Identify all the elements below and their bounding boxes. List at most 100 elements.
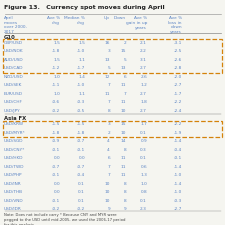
Text: -1.4: -1.4 <box>174 165 182 169</box>
Text: USD/THB: USD/THB <box>4 190 23 194</box>
Text: 5: 5 <box>123 58 126 62</box>
Text: 1.5: 1.5 <box>53 58 60 62</box>
Text: 3: 3 <box>107 122 110 126</box>
Text: 10: 10 <box>105 182 110 186</box>
Text: -0.4: -0.4 <box>77 173 85 177</box>
Text: 8: 8 <box>123 182 126 186</box>
Text: 8: 8 <box>123 148 126 152</box>
Text: -2.6: -2.6 <box>174 58 182 62</box>
Text: -1.9: -1.9 <box>174 131 182 135</box>
Text: 4: 4 <box>107 148 110 152</box>
Text: -1.2: -1.2 <box>52 66 60 70</box>
Text: 11: 11 <box>121 83 126 88</box>
Text: USD/INR: USD/INR <box>4 182 22 186</box>
Text: 1.8: 1.8 <box>140 100 147 104</box>
Text: USD/MYR*: USD/MYR* <box>4 131 26 135</box>
Text: G10: G10 <box>4 35 16 40</box>
Text: USD/KRW: USD/KRW <box>4 122 24 126</box>
Text: -0.1: -0.1 <box>77 148 85 152</box>
Text: 10: 10 <box>105 199 110 203</box>
Text: AUD/USD: AUD/USD <box>4 58 24 62</box>
Text: 2.1: 2.1 <box>140 41 147 45</box>
Text: Down: Down <box>114 16 126 20</box>
Text: -1.4: -1.4 <box>174 182 182 186</box>
Text: -0.1: -0.1 <box>52 173 60 177</box>
Text: -1.7: -1.7 <box>174 92 182 96</box>
Text: -0.3: -0.3 <box>77 100 85 104</box>
Text: 0.0: 0.0 <box>53 156 60 160</box>
Text: 0.6: 0.6 <box>140 165 147 169</box>
Text: Note: Does not include carry * Because CNY and MYR were
pegged to the USD until : Note: Does not include carry * Because C… <box>4 213 126 225</box>
Text: -1.8: -1.8 <box>52 131 60 135</box>
Text: USD/SGD: USD/SGD <box>4 139 23 143</box>
Text: -0.2: -0.2 <box>77 207 85 211</box>
Text: 13: 13 <box>104 58 110 62</box>
Text: 2.6: 2.6 <box>140 75 147 79</box>
Text: 10: 10 <box>105 190 110 194</box>
Text: USD/IDR: USD/IDR <box>4 207 22 211</box>
Text: GBP/USD: GBP/USD <box>4 41 23 45</box>
Text: USD/HKD: USD/HKD <box>4 156 23 160</box>
Text: -1.0: -1.0 <box>77 50 85 54</box>
Text: USD/TWD: USD/TWD <box>4 165 25 169</box>
Text: 7: 7 <box>107 165 110 169</box>
Text: -2.2: -2.2 <box>174 122 182 126</box>
Text: 7: 7 <box>107 173 110 177</box>
Text: 2: 2 <box>107 131 110 135</box>
Text: 11: 11 <box>121 156 126 160</box>
Text: 1.7: 1.7 <box>140 122 147 126</box>
Text: -0.5: -0.5 <box>77 109 85 113</box>
Text: 4: 4 <box>107 139 110 143</box>
Text: Median %
chg: Median % chg <box>64 16 85 25</box>
Text: Ave %
loss in
down
years: Ave % loss in down years <box>169 16 182 34</box>
Text: -0.1: -0.1 <box>174 156 182 160</box>
Text: -0.7: -0.7 <box>77 165 85 169</box>
Text: -0.7: -0.7 <box>52 165 60 169</box>
Text: 1.0: 1.0 <box>140 182 147 186</box>
Bar <box>3 121 222 137</box>
Text: -2.7: -2.7 <box>174 83 182 88</box>
Text: 0.1: 0.1 <box>78 199 85 203</box>
Text: USD/PHP: USD/PHP <box>4 173 22 177</box>
Text: 1.4: 1.4 <box>78 75 85 79</box>
Text: -1.1: -1.1 <box>52 83 60 88</box>
Text: -2.7: -2.7 <box>174 207 182 211</box>
Text: -0.2: -0.2 <box>52 109 60 113</box>
Text: 7: 7 <box>123 92 126 96</box>
Text: 11: 11 <box>104 92 110 96</box>
Text: Asia FX: Asia FX <box>4 116 26 121</box>
Text: 5: 5 <box>107 66 110 70</box>
Text: 9: 9 <box>107 207 110 211</box>
Text: 0.3: 0.3 <box>140 148 147 152</box>
Text: 7: 7 <box>107 100 110 104</box>
Text: Ave %
chg: Ave % chg <box>47 16 60 25</box>
Text: -2.0: -2.0 <box>174 75 182 79</box>
Text: -1.5: -1.5 <box>52 122 60 126</box>
Text: 8: 8 <box>123 190 126 194</box>
Text: -0.7: -0.7 <box>77 139 85 143</box>
Text: 0.1: 0.1 <box>78 182 85 186</box>
Text: 0.0: 0.0 <box>78 156 85 160</box>
Text: 1.1: 1.1 <box>78 92 85 96</box>
Text: -1.5: -1.5 <box>77 122 85 126</box>
Text: -3.1: -3.1 <box>174 41 182 45</box>
Text: 11: 11 <box>121 173 126 177</box>
Text: 10: 10 <box>121 109 126 113</box>
Text: 6: 6 <box>123 75 126 79</box>
Bar <box>3 39 222 73</box>
Text: -1.7: -1.7 <box>77 66 85 70</box>
Text: Up: Up <box>104 16 110 20</box>
Text: 2.2: 2.2 <box>140 50 147 54</box>
Text: 0.1: 0.1 <box>78 190 85 194</box>
Text: -0.3: -0.3 <box>174 199 182 203</box>
Text: -0.9: -0.9 <box>52 139 60 143</box>
Text: -0.1: -0.1 <box>52 148 60 152</box>
Text: 2.3: 2.3 <box>140 207 147 211</box>
Text: 7: 7 <box>107 83 110 88</box>
Text: 2.7: 2.7 <box>140 66 147 70</box>
Text: April
moves
over 2000-
2017: April moves over 2000- 2017 <box>4 16 27 34</box>
Text: USD/NOK: USD/NOK <box>4 50 24 54</box>
Text: USD/VND: USD/VND <box>4 199 24 203</box>
Text: -1.8: -1.8 <box>77 131 85 135</box>
Text: 11: 11 <box>121 165 126 169</box>
